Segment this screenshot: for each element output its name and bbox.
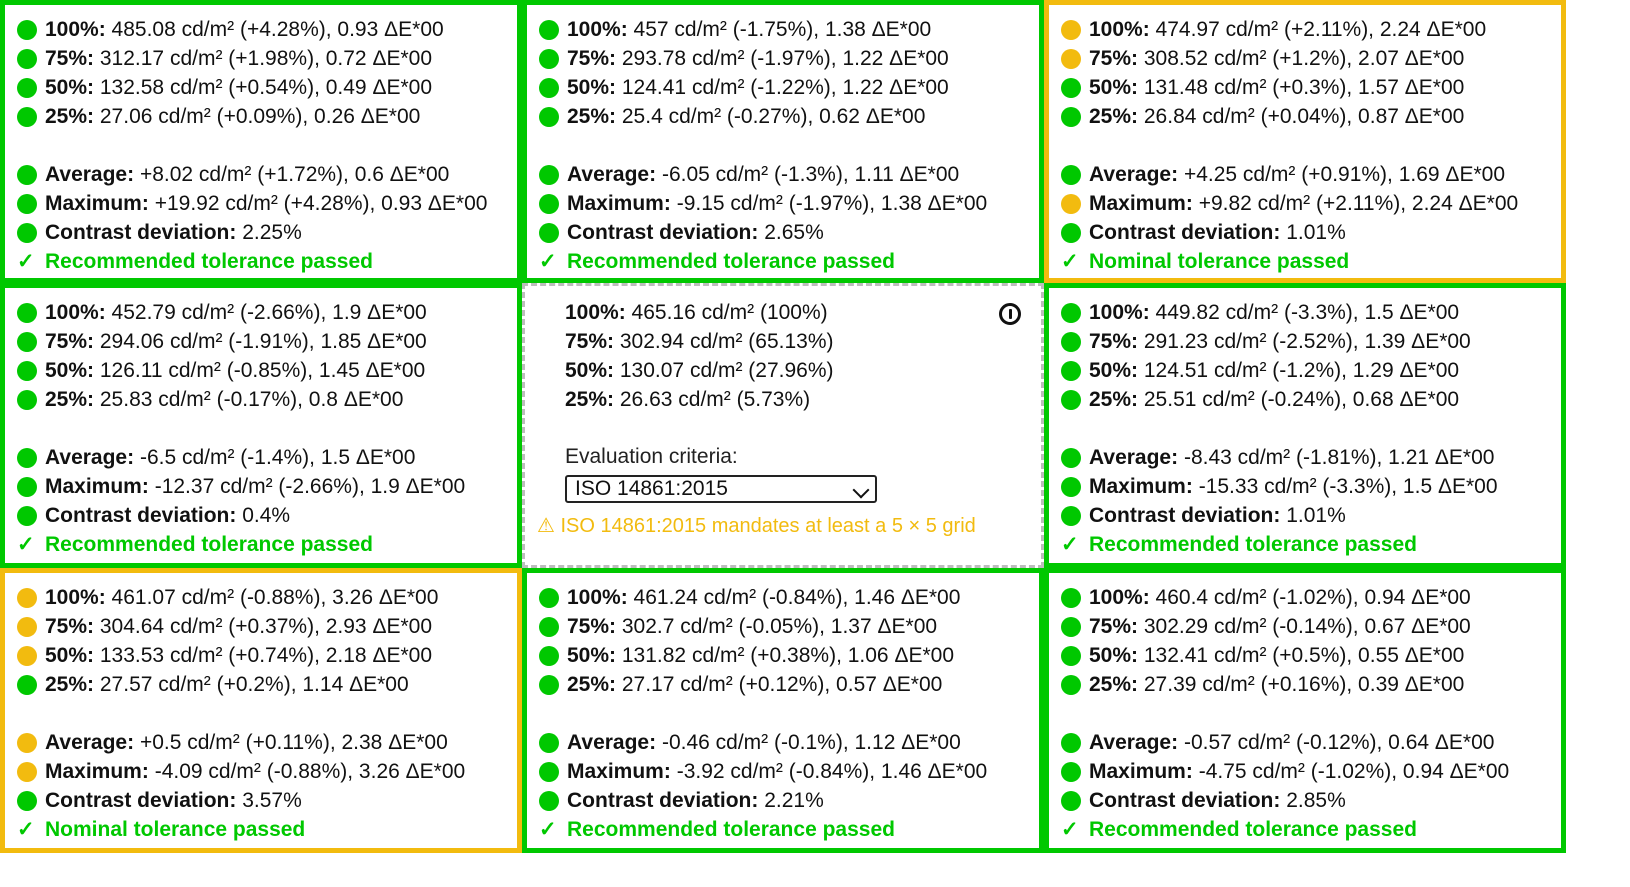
grid-cell-top-left: 100%: 485.08 cd/m² (+4.28%), 0.93 ΔE*00 … bbox=[0, 0, 522, 283]
status-dot-icon bbox=[1061, 617, 1081, 637]
status-dot-icon bbox=[539, 165, 559, 185]
status-dot-icon bbox=[1061, 49, 1081, 69]
tolerance-status: ✓ Nominal tolerance passed bbox=[17, 815, 305, 845]
check-icon: ✓ bbox=[17, 250, 35, 273]
status-dot-icon bbox=[17, 675, 37, 695]
status-dot-icon bbox=[1061, 20, 1081, 40]
status-dot-icon bbox=[539, 733, 559, 753]
reference-cell: 100%: 465.16 cd/m² (100%) 75%: 302.94 cd… bbox=[522, 283, 1044, 568]
status-dot-icon bbox=[17, 49, 37, 69]
check-icon: ✓ bbox=[17, 533, 35, 556]
status-dot-icon bbox=[1061, 675, 1081, 695]
check-icon: ✓ bbox=[539, 818, 557, 841]
status-dot-icon bbox=[1061, 791, 1081, 811]
tolerance-status: ✓ Recommended tolerance passed bbox=[17, 530, 373, 560]
status-dot-icon bbox=[539, 588, 559, 608]
grid-cell-middle-left: 100%: 452.79 cd/m² (-2.66%), 1.9 ΔE*00 7… bbox=[0, 283, 522, 568]
status-dot-icon bbox=[539, 78, 559, 98]
status-dot-icon bbox=[539, 646, 559, 666]
status-dot-icon bbox=[17, 194, 37, 214]
status-dot-icon bbox=[1061, 477, 1081, 497]
status-dot-icon bbox=[17, 20, 37, 40]
tolerance-status: ✓ Recommended tolerance passed bbox=[539, 247, 895, 277]
tolerance-status: ✓ Recommended tolerance passed bbox=[1061, 815, 1417, 845]
criteria-select[interactable]: ISO 14861:2015 bbox=[565, 475, 877, 503]
grid-cell-bottom-left: 100%: 461.07 cd/m² (-0.88%), 3.26 ΔE*00 … bbox=[0, 568, 522, 853]
criteria-label: Evaluation criteria: bbox=[565, 445, 738, 468]
check-icon: ✓ bbox=[1061, 818, 1079, 841]
status-dot-icon bbox=[17, 107, 37, 127]
grid-cell-bottom-center: 100%: 461.24 cd/m² (-0.84%), 1.46 ΔE*00 … bbox=[522, 568, 1044, 853]
status-dot-icon bbox=[1061, 194, 1081, 214]
status-dot-icon bbox=[1061, 332, 1081, 352]
info-icon[interactable] bbox=[999, 303, 1021, 325]
status-dot-icon bbox=[1061, 361, 1081, 381]
grid-cell-bottom-right: 100%: 460.4 cd/m² (-1.02%), 0.94 ΔE*00 7… bbox=[1044, 568, 1566, 853]
status-dot-icon bbox=[17, 303, 37, 323]
status-dot-icon bbox=[539, 675, 559, 695]
status-dot-icon bbox=[17, 762, 37, 782]
status-dot-icon bbox=[539, 791, 559, 811]
grid-cell-top-center: 100%: 457 cd/m² (-1.75%), 1.38 ΔE*00 75%… bbox=[522, 0, 1044, 283]
status-dot-icon bbox=[539, 194, 559, 214]
status-dot-icon bbox=[1061, 506, 1081, 526]
status-dot-icon bbox=[1061, 448, 1081, 468]
status-dot-icon bbox=[17, 617, 37, 637]
reference-row-100: 100%: 465.16 cd/m² (100%) bbox=[565, 301, 828, 324]
status-dot-icon bbox=[1061, 733, 1081, 753]
grid-cell-middle-right: 100%: 449.82 cd/m² (-3.3%), 1.5 ΔE*00 75… bbox=[1044, 283, 1566, 568]
status-dot-icon bbox=[17, 733, 37, 753]
status-dot-icon bbox=[539, 762, 559, 782]
status-dot-icon bbox=[1061, 646, 1081, 666]
status-dot-icon bbox=[17, 477, 37, 497]
reference-row-50: 50%: 130.07 cd/m² (27.96%) bbox=[565, 359, 834, 382]
tolerance-status: ✓ Recommended tolerance passed bbox=[539, 815, 895, 845]
status-dot-icon bbox=[17, 448, 37, 468]
grid-cell-top-right: 100%: 474.97 cd/m² (+2.11%), 2.24 ΔE*00 … bbox=[1044, 0, 1566, 283]
check-icon: ✓ bbox=[1061, 533, 1079, 556]
status-dot-icon bbox=[1061, 223, 1081, 243]
tolerance-status: ✓ Nominal tolerance passed bbox=[1061, 247, 1349, 277]
status-dot-icon bbox=[17, 361, 37, 381]
status-dot-icon bbox=[17, 791, 37, 811]
status-dot-icon bbox=[17, 332, 37, 352]
status-dot-icon bbox=[539, 49, 559, 69]
criteria-select-value: ISO 14861:2015 bbox=[575, 477, 728, 500]
status-dot-icon bbox=[17, 390, 37, 410]
reference-row-25: 25%: 26.63 cd/m² (5.73%) bbox=[565, 388, 811, 411]
grid-warning: ⚠ ISO 14861:2015 mandates at least a 5 ×… bbox=[537, 515, 976, 537]
status-dot-icon bbox=[1061, 303, 1081, 323]
status-dot-icon bbox=[1061, 588, 1081, 608]
reference-row-75: 75%: 302.94 cd/m² (65.13%) bbox=[565, 330, 834, 353]
chevron-down-icon bbox=[852, 481, 870, 499]
status-dot-icon bbox=[17, 78, 37, 98]
status-dot-icon bbox=[17, 165, 37, 185]
status-dot-icon bbox=[539, 617, 559, 637]
status-dot-icon bbox=[17, 646, 37, 666]
status-dot-icon bbox=[539, 20, 559, 40]
status-dot-icon bbox=[539, 107, 559, 127]
tolerance-status: ✓ Recommended tolerance passed bbox=[17, 247, 373, 277]
status-dot-icon bbox=[17, 588, 37, 608]
status-dot-icon bbox=[1061, 762, 1081, 782]
tolerance-status: ✓ Recommended tolerance passed bbox=[1061, 530, 1417, 560]
status-dot-icon bbox=[1061, 107, 1081, 127]
check-icon: ✓ bbox=[17, 818, 35, 841]
status-dot-icon bbox=[17, 506, 37, 526]
check-icon: ✓ bbox=[1061, 250, 1079, 273]
status-dot-icon bbox=[539, 223, 559, 243]
status-dot-icon bbox=[1061, 165, 1081, 185]
status-dot-icon bbox=[1061, 78, 1081, 98]
status-dot-icon bbox=[17, 223, 37, 243]
check-icon: ✓ bbox=[539, 250, 557, 273]
status-dot-icon bbox=[1061, 390, 1081, 410]
